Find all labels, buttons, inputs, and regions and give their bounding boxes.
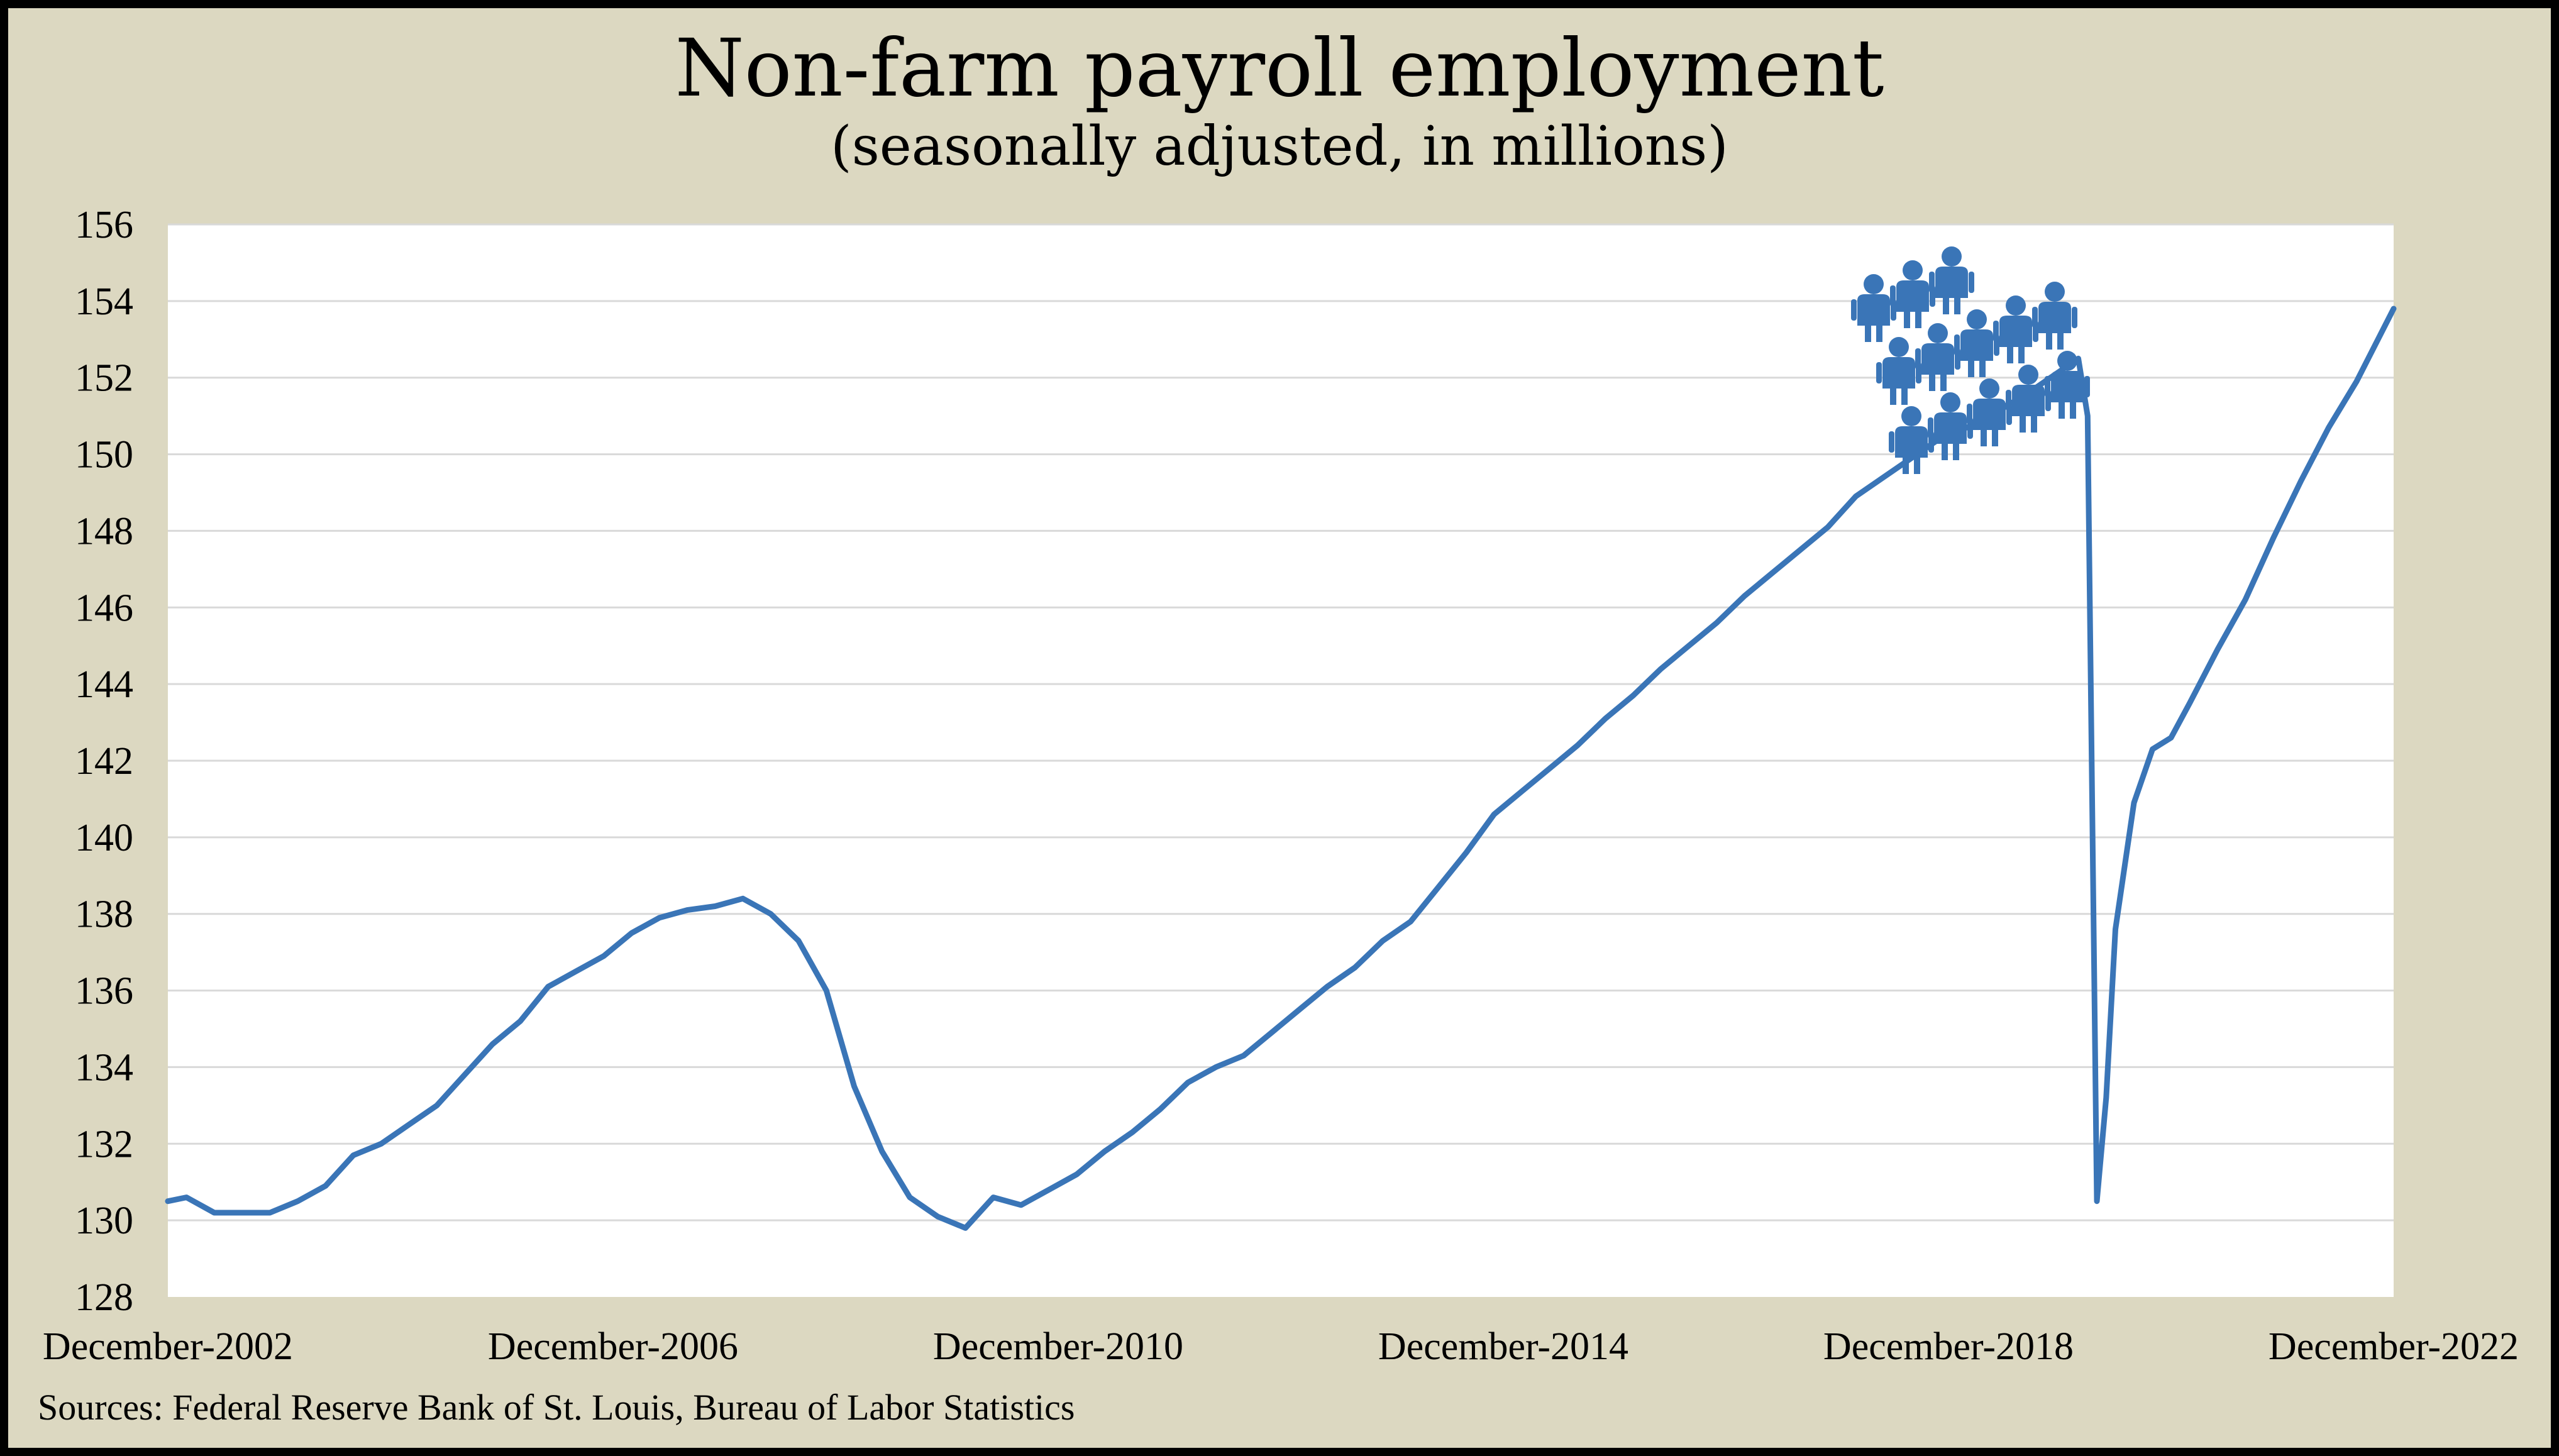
y-tick-label: 144 xyxy=(75,663,133,706)
x-tick-label: December-2002 xyxy=(43,1325,293,1368)
y-tick-label: 128 xyxy=(75,1276,133,1319)
y-tick-label: 136 xyxy=(75,970,133,1013)
x-tick-label: December-2010 xyxy=(933,1325,1183,1368)
chart-subtitle: (seasonally adjusted, in millions) xyxy=(831,115,1728,178)
y-tick-label: 152 xyxy=(75,357,133,400)
y-tick-label: 130 xyxy=(75,1200,133,1242)
y-tick-label: 140 xyxy=(75,817,133,859)
y-tick-label: 148 xyxy=(75,510,133,553)
x-tick-label: December-2006 xyxy=(488,1325,738,1368)
y-tick-label: 138 xyxy=(75,893,133,936)
y-tick-label: 142 xyxy=(75,740,133,783)
x-tick-label: December-2022 xyxy=(2269,1325,2519,1368)
y-tick-label: 134 xyxy=(75,1046,133,1089)
y-tick-label: 156 xyxy=(75,204,133,246)
source-note: Sources: Federal Reserve Bank of St. Lou… xyxy=(38,1387,1075,1428)
y-tick-label: 132 xyxy=(75,1123,133,1166)
chart-title: Non-farm payroll employment xyxy=(675,22,1884,114)
y-tick-label: 154 xyxy=(75,280,133,323)
x-tick-label: December-2014 xyxy=(1378,1325,1628,1368)
y-tick-label: 150 xyxy=(75,434,133,477)
x-axis-ticks: December-2002 December-2006 December-2010 D… xyxy=(43,1325,2519,1368)
x-tick-label: December-2018 xyxy=(1823,1325,2074,1368)
y-tick-label: 146 xyxy=(75,587,133,629)
y-axis-ticks: 128 130 132 134 136 138 140 142 144 146 148 150 152 1… xyxy=(75,204,133,1319)
